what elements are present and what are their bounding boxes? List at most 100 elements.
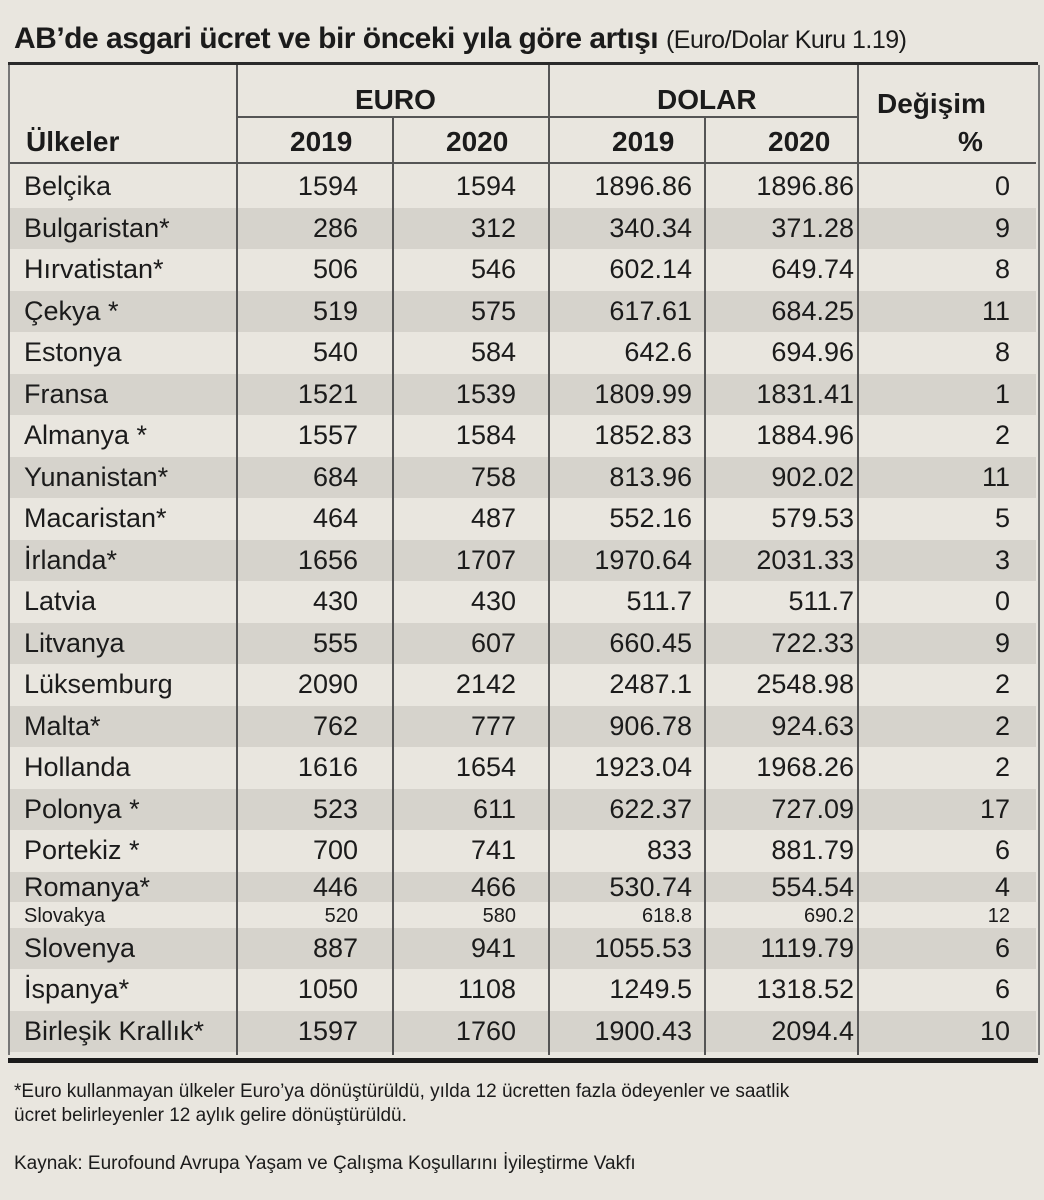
euro-2020-cell: 1760: [455, 1015, 516, 1046]
table-row: İspanya* 1050 1108 1249.5 1318.52 6: [0, 969, 1044, 1011]
euro-2019-cell: 1521: [297, 378, 358, 409]
table-row: Birleşik Krallık* 1597 1760 1900.43 2094.4 10: [0, 1011, 1044, 1053]
dolar-2019-cell: 833: [646, 835, 692, 865]
country-cell: Yunanistan*: [24, 461, 169, 492]
table-row: İrlanda* 1656 1707 1970.64 2031.33 3: [0, 540, 1044, 582]
dolar-2020-cell: 694.96: [771, 337, 854, 367]
country-cell: Polonya *: [24, 793, 140, 824]
dolar-2020-cell: 1119.79: [760, 932, 854, 963]
dolar-2019-cell: 1055.53: [594, 932, 692, 963]
euro-group-header: EURO: [355, 84, 436, 115]
dolar-2019-cell: 1923.04: [594, 752, 692, 782]
dolar-2019-cell: 511.7: [626, 586, 692, 616]
dolar-2020-cell: 2548.98: [756, 669, 854, 699]
euro-2019-cell: 1050: [297, 974, 358, 1004]
group-header-rule: [236, 116, 857, 118]
dolar-2020-cell: 579.53: [771, 503, 854, 533]
change-cell: 10: [979, 1015, 1010, 1046]
euro-2019-cell: 430: [312, 586, 358, 616]
change-cell: 1: [994, 378, 1010, 409]
footnote-line-2: ücret belirleyenler 12 aylık gelire dönü…: [14, 1105, 407, 1126]
euro-2020-header: 2020: [446, 126, 509, 157]
euro-2019-cell: 286: [312, 212, 358, 243]
euro-2020-cell: 2142: [455, 669, 516, 699]
dolar-2020-cell: 1831.41: [756, 378, 854, 409]
table-row: Almanya * 1557 1584 1852.83 1884.96 2: [0, 415, 1044, 457]
change-cell: 0: [994, 586, 1010, 616]
dolar-2020-cell: 1318.52: [756, 974, 854, 1004]
country-cell: İrlanda*: [24, 544, 118, 575]
dolar-2019-cell: 813.96: [609, 461, 692, 492]
euro-2020-cell: 941: [470, 932, 516, 963]
dolar-2019-cell: 1900.43: [594, 1015, 692, 1046]
dolar-2020-cell: 902.02: [771, 461, 854, 492]
euro-2020-cell: 758: [470, 461, 516, 492]
dolar-2020-header: 2020: [768, 126, 831, 157]
country-cell: Fransa: [24, 378, 109, 409]
euro-2019-cell: 540: [312, 337, 358, 367]
dolar-2020-cell: 371.28: [771, 212, 854, 243]
divider-dolar-change: [857, 65, 859, 1055]
dolar-2020-cell: 722.33: [771, 627, 854, 658]
row-stripe: [10, 788, 1036, 830]
dolar-2019-cell: 340.34: [609, 212, 692, 243]
table-row: Çekya * 519 575 617.61 684.25 11: [0, 291, 1044, 333]
change-cell: 12: [987, 904, 1010, 927]
euro-2020-cell: 487: [470, 503, 516, 533]
country-cell: Hırvatistan*: [24, 254, 164, 284]
euro-2020-cell: 1654: [455, 752, 516, 782]
euro-2019-cell: 762: [312, 710, 358, 741]
change-cell: 2: [994, 669, 1010, 699]
euro-2020-cell: 611: [472, 793, 516, 824]
euro-2020-cell: 430: [470, 586, 516, 616]
dolar-2019-cell: 552.16: [609, 503, 692, 533]
source-line: Kaynak: Eurofound Avrupa Yaşam ve Çalışm…: [14, 1153, 636, 1174]
change-cell: 0: [994, 171, 1010, 201]
dolar-2019-header: 2019: [612, 126, 675, 157]
change-cell: 2: [994, 710, 1010, 741]
country-cell: Almanya *: [24, 420, 148, 450]
table-row: Lüksemburg 2090 2142 2487.1 2548.98 2: [0, 664, 1044, 706]
euro-2019-cell: 684: [312, 461, 358, 492]
country-cell: Hollanda: [24, 752, 131, 782]
country-cell: Estonya: [24, 337, 122, 367]
table-row: Yunanistan* 684 758 813.96 902.02 11: [0, 457, 1044, 499]
divider-euro-dolar: [548, 65, 550, 1055]
dolar-2019-cell: 530.74: [609, 871, 692, 902]
euro-2019-cell: 464: [312, 503, 358, 533]
dolar-2019-cell: 622.37: [609, 793, 692, 824]
row-stripe: [10, 373, 1036, 415]
euro-2019-cell: 555: [312, 627, 358, 658]
dolar-2020-cell: 511.7: [788, 586, 854, 616]
header-rule: [10, 162, 1036, 164]
table-row: Romanya* 446 466 530.74 554.54 4: [0, 872, 1044, 902]
euro-2019-cell: 1616: [297, 752, 358, 782]
euro-2020-cell: 777: [470, 710, 516, 741]
dolar-2020-cell: 1884.96: [756, 420, 854, 450]
euro-2019-cell: 523: [312, 793, 358, 824]
change-header: Değişim: [877, 88, 986, 119]
euro-2020-cell: 546: [470, 254, 516, 284]
dolar-2020-cell: 924.63: [771, 710, 854, 741]
change-cell: 6: [994, 932, 1010, 963]
euro-2020-cell: 741: [470, 835, 516, 865]
dolar-2020-cell: 2094.4: [771, 1015, 854, 1046]
dolar-2019-cell: 602.14: [609, 254, 692, 284]
dolar-2019-cell: 1809.99: [594, 378, 692, 409]
table-row: Macaristan* 464 487 552.16 579.53 5: [0, 498, 1044, 540]
euro-2020-cell: 1594: [455, 171, 516, 201]
dolar-2020-cell: 554.54: [771, 871, 854, 902]
country-cell: Malta*: [24, 710, 101, 741]
euro-2020-cell: 312: [470, 212, 516, 243]
country-cell: Romanya*: [24, 871, 151, 902]
table-row: Polonya * 523 611 622.37 727.09 17: [0, 789, 1044, 831]
change-cell: 8: [994, 337, 1010, 367]
change-cell: 8: [994, 254, 1010, 284]
divider-euro-years: [392, 118, 394, 1055]
table-row: Malta* 762 777 906.78 924.63 2: [0, 706, 1044, 748]
bottom-rule: [8, 1058, 1038, 1063]
change-cell: 6: [994, 835, 1010, 865]
change-cell: 9: [994, 627, 1010, 658]
euro-2020-cell: 1584: [455, 420, 516, 450]
